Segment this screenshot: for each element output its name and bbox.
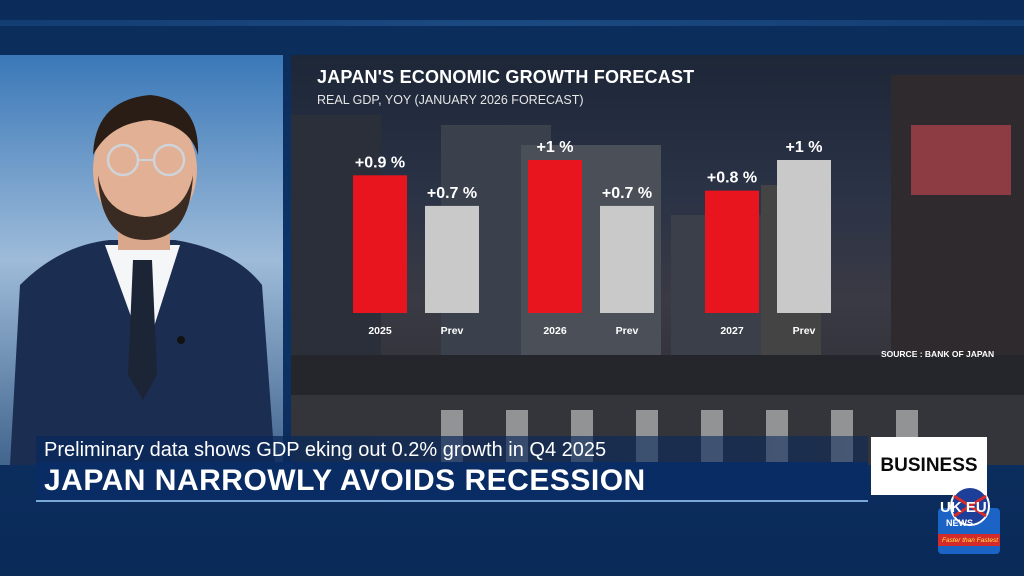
headline: JAPAN NARROWLY AVOIDS RECESSION: [36, 462, 868, 500]
lower-third-rule: [36, 500, 868, 502]
bar-value-label: +0.7 %: [602, 185, 652, 202]
background-band: [0, 20, 1024, 26]
bar-value-label: +1 %: [786, 139, 823, 156]
category-label: Prev: [793, 325, 816, 337]
bar-2027-4: [705, 190, 759, 313]
logo-name: UK EU: [940, 499, 987, 516]
bar-value-label: +0.9 %: [355, 154, 405, 171]
bar-prev-1: [425, 205, 479, 313]
subheadline: Preliminary data shows GDP eking out 0.2…: [36, 436, 868, 464]
logo-tagline: Faster than Fastest: [942, 537, 998, 544]
bar-value-label: +0.8 %: [707, 170, 757, 187]
chart-panel: JAPAN'S ECONOMIC GROWTH FORECAST REAL GD…: [291, 55, 1024, 465]
chart-subtitle: REAL GDP, YOY (JANUARY 2026 FORECAST): [317, 93, 584, 107]
uk-eu-news-logo: [938, 486, 1000, 554]
chart-title: JAPAN'S ECONOMIC GROWTH FORECAST: [317, 67, 695, 87]
category-label: 2025: [368, 325, 392, 337]
presenter-image: [0, 55, 283, 465]
category-label: 2027: [720, 325, 744, 337]
bar-chart: +0.9 % 2025 +0.7 % Prev +1 % 2026 +0.7 % Prev +0…: [353, 139, 831, 337]
bar-2026-2: [528, 160, 582, 313]
section-badge: BUSINESS: [871, 437, 987, 495]
bar-prev-5: [777, 160, 831, 313]
bar-value-label: +0.7 %: [427, 185, 477, 202]
category-label: Prev: [616, 325, 639, 337]
category-label: Prev: [441, 325, 464, 337]
category-label: 2026: [543, 325, 567, 337]
bar-prev-3: [600, 205, 654, 313]
chart-source: SOURCE : BANK OF JAPAN: [881, 349, 995, 359]
logo-sub: NEWS: [946, 518, 973, 528]
bar-2025-0: [353, 175, 407, 313]
bar-value-label: +1 %: [537, 139, 574, 156]
